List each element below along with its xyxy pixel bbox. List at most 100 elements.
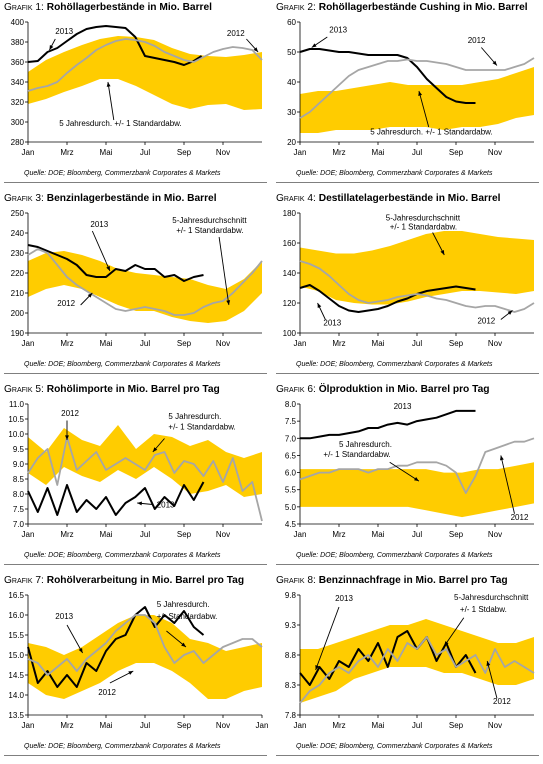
x-tick-label: Nov <box>216 339 230 348</box>
chart-label: Grafik 4: <box>276 193 316 204</box>
annotation-label: 2013 <box>394 402 412 411</box>
annotation-label: 2012 <box>227 29 245 38</box>
annotation-label: 2013 <box>55 27 73 36</box>
x-tick-label: Jan <box>294 530 307 539</box>
x-tick-label: Jan <box>256 721 269 730</box>
annotation-arrowhead <box>315 665 320 670</box>
series-2013 <box>299 284 476 313</box>
x-tick-label: Jul <box>140 339 150 348</box>
x-tick-label: Jan <box>22 721 35 730</box>
x-tick-label: Jan <box>22 339 35 348</box>
x-tick-label: Jan <box>294 148 307 157</box>
y-tick-label: 140 <box>283 269 297 278</box>
series-2013 <box>27 481 205 516</box>
divider <box>4 755 267 756</box>
y-tick-label: 8.0 <box>285 400 297 409</box>
x-tick-label: Mrz <box>332 339 345 348</box>
annotation-label: +/- 1 Standardabw. <box>168 423 235 432</box>
x-tick-label: Jul <box>412 721 422 730</box>
y-tick-label: 230 <box>11 249 25 258</box>
annotation-arrowhead <box>418 91 423 96</box>
divider <box>4 182 267 183</box>
y-tick-label: 320 <box>11 98 25 107</box>
x-tick-label: Mai <box>372 148 385 157</box>
annotation-arrowhead <box>414 477 419 482</box>
annotation-label: 5 Jahresdurch. +/- 1 Standardabw. <box>59 119 182 128</box>
y-tick-label: 190 <box>11 329 25 338</box>
divider <box>276 564 539 565</box>
chart-label: Grafik 2: <box>276 2 316 13</box>
annotation-arrowhead <box>226 300 231 305</box>
x-tick-label: Mai <box>372 339 385 348</box>
annotation-label: +/- 1 Stdabw. <box>460 605 507 614</box>
y-tick-label: 120 <box>283 299 297 308</box>
y-tick-label: 5.5 <box>285 486 297 495</box>
y-tick-label: 220 <box>11 269 25 278</box>
series-2013 <box>300 409 476 440</box>
x-tick-label: Mai <box>100 339 113 348</box>
y-tick-label: 300 <box>11 118 25 127</box>
divider <box>4 564 267 565</box>
chart-title-text: Rohöllagerbestände Cushing in Mio. Barre… <box>318 2 528 13</box>
x-tick-label: Nov <box>488 339 502 348</box>
y-tick-label: 40 <box>287 78 296 87</box>
x-tick-label: Sep <box>177 339 192 348</box>
y-tick-label: 160 <box>283 239 297 248</box>
annotation-arrowhead <box>507 310 513 315</box>
annotation-arrow <box>107 81 115 121</box>
x-tick-label: Mai <box>100 721 113 730</box>
divider <box>276 182 539 183</box>
x-tick-label: Sep <box>449 148 464 157</box>
std-band <box>28 36 262 110</box>
x-tick-label: Jan <box>22 148 35 157</box>
x-tick-label: Jan <box>294 339 307 348</box>
x-tick-label: Sep <box>177 721 192 730</box>
annotation-arrowhead <box>128 671 134 675</box>
std-band <box>300 67 534 133</box>
y-tick-label: 15.0 <box>8 651 24 660</box>
y-tick-label: 7.8 <box>285 711 297 720</box>
annotation-label: 5-Jahresdurchschnitt <box>386 214 461 223</box>
chart-label: Grafik 6: <box>276 384 316 395</box>
x-tick-label: Jul <box>412 339 422 348</box>
chart-source: Quelle: DOE; Bloomberg, Commerzbank Corp… <box>296 552 493 559</box>
chart-7: 13.5 14.0 14.5 15.0 15.5 16.0 16.5 Jan Mrz Mai Jul… <box>8 591 269 730</box>
annotation-arrowhead <box>311 43 317 48</box>
annotation-label: 2013 <box>157 501 175 510</box>
x-tick-label: Mai <box>100 530 113 539</box>
chart-panel-1: Grafik 1: Rohöllagerbestände in Mio. Bar… <box>0 0 271 191</box>
chart-title: Grafik 7: Rohölverarbeitung in Mio. Barr… <box>4 575 244 586</box>
chart-label: Grafik 1: <box>4 2 44 13</box>
y-tick-label: 4.5 <box>285 520 297 529</box>
annotation-arrowhead <box>49 45 54 50</box>
chart-title-text: Rohölverarbeitung in Mio. Barrel pro Tag <box>46 575 245 586</box>
annotation-arrowhead <box>440 250 445 255</box>
x-tick-label: Jan <box>294 721 307 730</box>
annotation-label: +/- Standardabw. <box>157 612 218 621</box>
annotation-arrowhead <box>181 642 186 647</box>
chart-2: 20 30 40 50 60 Jan Mrz Mai Jul Sep Nov 2013 2012 5 Ja… <box>287 18 535 157</box>
chart-panel-4: Grafik 4: Destillatelagerbestände in Mio… <box>272 191 543 382</box>
chart-panel-2: Grafik 2: Rohöllagerbestände Cushing in … <box>272 0 543 191</box>
annotation-arrowhead <box>65 435 69 440</box>
std-band <box>28 251 262 323</box>
annotation-arrowhead <box>106 82 111 87</box>
series-2013 <box>27 244 204 282</box>
y-tick-label: 8.0 <box>13 490 25 499</box>
y-tick-label: 30 <box>287 108 296 117</box>
y-tick-label: 14.0 <box>8 691 24 700</box>
std-band <box>300 619 534 703</box>
y-tick-label: 9.8 <box>285 591 297 600</box>
annotation-label: 2012 <box>57 299 75 308</box>
chart-title: Grafik 3: Benzinlagerbestände in Mio. Ba… <box>4 193 217 204</box>
annotation-label: 2013 <box>90 220 108 229</box>
x-tick-label: Nov <box>488 530 502 539</box>
chart-title: Grafik 6: Ölproduktion in Mio. Barrel pr… <box>276 384 489 395</box>
x-tick-label: Mrz <box>332 530 345 539</box>
y-tick-label: 340 <box>11 78 25 87</box>
annotation-label: +/- 1 Standardabw. <box>323 450 390 459</box>
chart-8: 7.8 8.3 8.8 9.3 9.8 Jan Mrz Mai Jul Sep Nov 2013 5-J… <box>285 591 535 730</box>
y-tick-label: 16.0 <box>8 611 24 620</box>
x-tick-label: Nov <box>216 721 230 730</box>
y-tick-label: 9.0 <box>13 460 25 469</box>
